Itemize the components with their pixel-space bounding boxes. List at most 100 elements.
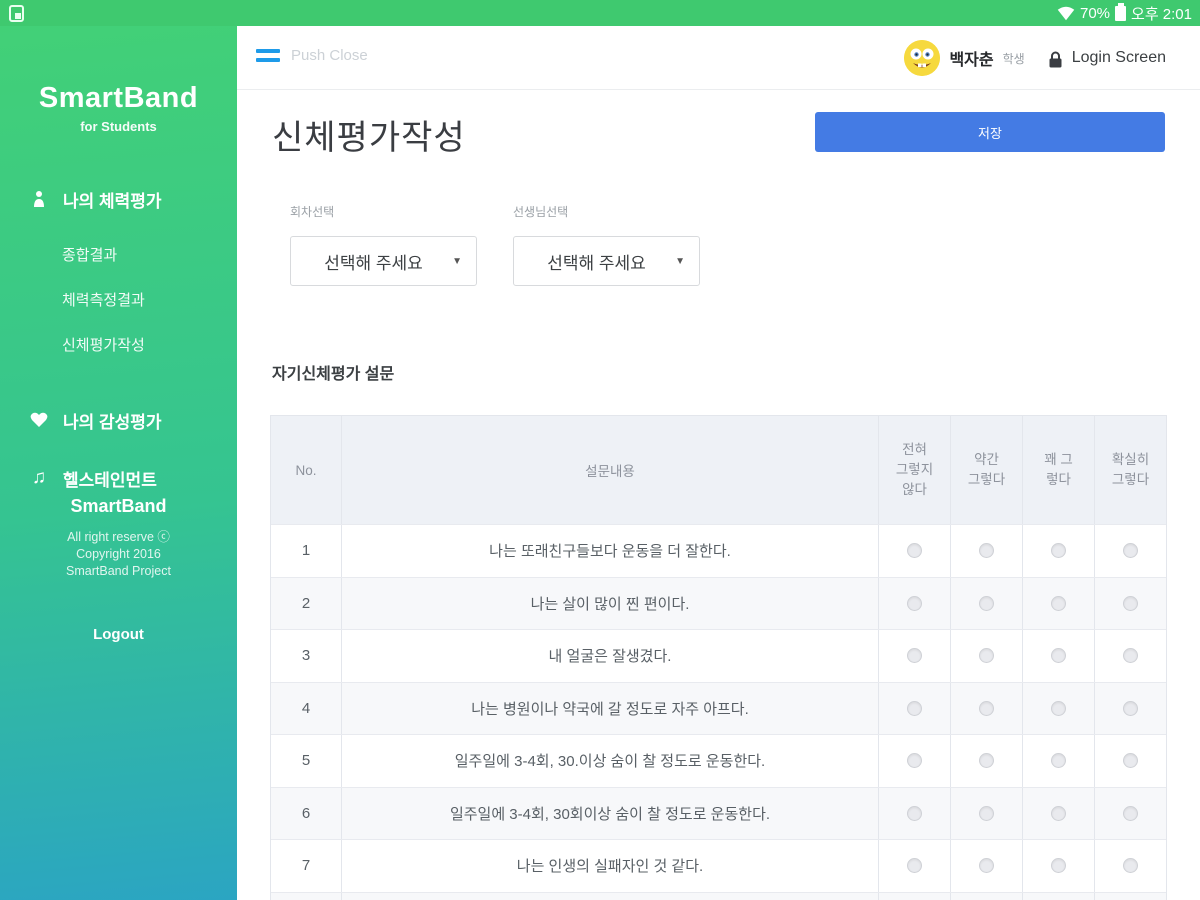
radio-button[interactable] xyxy=(1123,543,1138,559)
radio-button[interactable] xyxy=(979,753,994,769)
column-header-option: 꽤 그 렇다 xyxy=(1022,416,1094,524)
battery-icon xyxy=(1115,3,1127,21)
notification-icon xyxy=(9,5,24,22)
option-cell xyxy=(1022,787,1094,839)
hamburger-menu-icon[interactable] xyxy=(256,49,280,67)
survey-table: No. 설문내용 전혀 그렇지 않다 약간 그렇다 꽤 그 렇다 확실히 그렇다 1 나… xyxy=(270,415,1167,900)
radio-button[interactable] xyxy=(907,543,922,559)
radio-button[interactable] xyxy=(1123,700,1138,716)
table-row: 1 나는 또래친구들보다 운동을 더 잘한다. xyxy=(271,524,1166,577)
option-cell xyxy=(1094,840,1166,892)
option-cell xyxy=(950,787,1022,839)
radio-button[interactable] xyxy=(907,648,922,664)
radio-button[interactable] xyxy=(907,805,922,821)
table-row: 4 나는 병원이나 약국에 갈 정도로 자주 아프다. xyxy=(271,681,1166,734)
table-row: 3 내 얼굴은 잘생겼다. xyxy=(271,629,1166,682)
option-cell xyxy=(878,525,950,577)
page-title: 신체평가작성 xyxy=(272,119,466,157)
radio-button[interactable] xyxy=(1051,700,1066,716)
radio-button[interactable] xyxy=(979,595,994,611)
column-header-option: 확실히 그렇다 xyxy=(1094,416,1166,524)
question-text: 나는 인생의 실패자인 것 같다. xyxy=(516,858,704,876)
option-cell xyxy=(1022,892,1094,900)
table-row: 2 나는 살이 많이 찐 편이다. xyxy=(271,576,1166,629)
teacher-select-label: 선생님선택 xyxy=(513,205,569,219)
option-cell xyxy=(950,525,1022,577)
option-cell xyxy=(1022,630,1094,682)
sidebar-subitem-physical-evaluation-form[interactable]: 신체평가작성 xyxy=(62,337,145,354)
session-select-label: 회차선택 xyxy=(290,205,335,219)
option-cell xyxy=(950,630,1022,682)
radio-button[interactable] xyxy=(979,858,994,874)
option-cell xyxy=(950,735,1022,787)
option-cell xyxy=(1022,840,1094,892)
user-name: 백자춘 xyxy=(949,52,994,69)
sidebar-submenu: 종합결과 체력측정결과 신체평가작성 xyxy=(0,232,237,367)
radio-button[interactable] xyxy=(1123,858,1138,874)
option-cell xyxy=(1022,525,1094,577)
radio-button[interactable] xyxy=(907,753,922,769)
radio-button[interactable] xyxy=(979,805,994,821)
radio-button[interactable] xyxy=(907,858,922,874)
session-select[interactable]: 선택해 주세요 ▼ xyxy=(290,236,477,286)
option-cell xyxy=(950,892,1022,900)
option-cell xyxy=(1094,577,1166,629)
user-role-badge: 학생 xyxy=(1002,51,1025,66)
sidebar-subitem-overall-result[interactable]: 종합결과 xyxy=(62,247,118,264)
column-header-no: No. xyxy=(271,416,342,524)
option-cell xyxy=(950,577,1022,629)
radio-button[interactable] xyxy=(1051,805,1066,821)
question-text: 내 얼굴은 잘생겼다. xyxy=(548,648,672,666)
footer-line: SmartBand Project xyxy=(66,564,171,578)
option-cell xyxy=(878,682,950,734)
login-screen-link[interactable]: Login Screen xyxy=(1071,49,1166,66)
option-cell xyxy=(1022,735,1094,787)
option-cell xyxy=(1022,577,1094,629)
option-cell xyxy=(878,892,950,900)
radio-button[interactable] xyxy=(1123,648,1138,664)
row-number xyxy=(271,892,342,900)
question-text: 일주일에 3-4회, 30회이상 숨이 찰 정도로 운동한다. xyxy=(449,805,771,823)
radio-button[interactable] xyxy=(979,648,994,664)
option-cell xyxy=(1094,735,1166,787)
radio-button[interactable] xyxy=(1123,595,1138,611)
radio-button[interactable] xyxy=(1051,858,1066,874)
question-text: 나는 또래친구들보다 운동을 더 잘한다. xyxy=(489,543,731,561)
heart-icon xyxy=(29,412,49,428)
row-number: 3 xyxy=(271,630,342,682)
option-cell xyxy=(1094,682,1166,734)
row-number: 2 xyxy=(271,577,342,629)
radio-button[interactable] xyxy=(979,543,994,559)
sidebar-item-fitness-evaluation[interactable]: 나의 체력평가 xyxy=(0,184,237,214)
radio-button[interactable] xyxy=(979,700,994,716)
option-cell xyxy=(950,682,1022,734)
radio-button[interactable] xyxy=(907,595,922,611)
radio-button[interactable] xyxy=(1123,805,1138,821)
footer-line: All right reserve ⓒ xyxy=(67,530,170,544)
save-button[interactable]: 저장 xyxy=(815,112,1165,152)
logout-button[interactable]: Logout xyxy=(93,626,144,643)
sidebar-item-emotion-evaluation[interactable]: 나의 감성평가 xyxy=(0,405,237,435)
teacher-select[interactable]: 선택해 주세요 ▼ xyxy=(513,236,700,286)
survey-table-header: No. 설문내용 전혀 그렇지 않다 약간 그렇다 꽤 그 렇다 확실히 그렇다 xyxy=(271,416,1166,524)
radio-button[interactable] xyxy=(1051,543,1066,559)
sidebar-subitem-fitness-measurement-result[interactable]: 체력측정결과 xyxy=(62,292,145,309)
user-area: 백자춘 학생 Login Screen xyxy=(904,26,1166,90)
sidebar-item-healthtainment[interactable]: ♫ 헬스테인먼트 xyxy=(0,463,237,493)
chevron-down-icon: ▼ xyxy=(452,255,462,267)
radio-button[interactable] xyxy=(907,700,922,716)
push-close-label[interactable]: Push Close xyxy=(291,47,368,64)
radio-button[interactable] xyxy=(1051,753,1066,769)
radio-button[interactable] xyxy=(1123,753,1138,769)
question-text xyxy=(342,893,878,900)
option-cell xyxy=(878,787,950,839)
top-bar: Push Close 백자춘 학생 Login Screen xyxy=(237,26,1200,90)
column-header-option: 전혀 그렇지 않다 xyxy=(878,416,950,524)
radio-button[interactable] xyxy=(1051,595,1066,611)
option-cell xyxy=(1094,892,1166,900)
avatar[interactable] xyxy=(904,40,941,76)
app-logo-subtitle: for Students xyxy=(80,119,157,134)
radio-button[interactable] xyxy=(1051,648,1066,664)
music-icon: ♫ xyxy=(31,467,47,488)
lock-icon xyxy=(1049,51,1062,67)
